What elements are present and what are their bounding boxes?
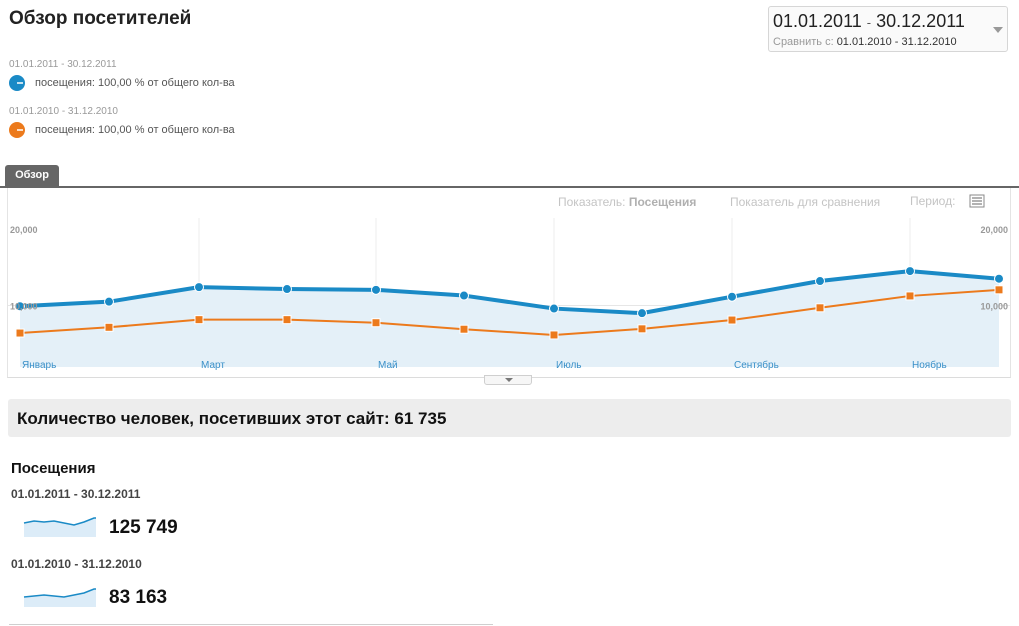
chart-point-s2-1 — [15, 328, 25, 338]
chart-x-tick: Май — [378, 360, 398, 371]
chart-series-line-1 — [19, 269, 1000, 316]
chart-point-s2-8 — [637, 324, 647, 334]
metric-title: Посещения — [11, 460, 96, 477]
chart-point-s2-5 — [371, 318, 381, 328]
compare-range-value: 01.01.2010 - 31.12.2010 — [836, 36, 957, 48]
sparkline-2011[interactable] — [22, 513, 98, 537]
chart-x-tick: Сентябрь — [734, 359, 779, 371]
chart-x-tick: Январь — [22, 360, 56, 371]
tab-overview[interactable]: Обзор — [5, 165, 59, 186]
chart-point-s2-3 — [194, 315, 204, 325]
chart-y-tick-left: 10,000 — [10, 302, 38, 312]
date-range-main: 01.01.2011 - 30.12.2011 — [773, 11, 965, 32]
metric-row-1-range: 01.01.2011 - 30.12.2011 — [11, 487, 141, 501]
chart-area-2011 — [20, 271, 999, 367]
segment-2-range: 01.01.2010 - 31.12.2010 — [9, 106, 118, 117]
segment-2-label: посещения: 100,00 % от общего кол-ва — [35, 124, 235, 136]
chart-point-s1-3 — [194, 282, 204, 293]
chart-point-s1-1 — [15, 301, 25, 312]
tab-divider — [0, 186, 1019, 188]
metric-selector[interactable]: Показатель: Посещения — [558, 195, 696, 209]
chart-x-tick: Июль — [556, 360, 582, 371]
summary-bar: Количество человек, посетивших этот сайт… — [8, 399, 1011, 437]
metric-selector-label: Показатель: — [558, 195, 626, 209]
chart-y-tick-right: 20,000 — [980, 225, 1008, 235]
compare-metric-selector[interactable]: Показатель для сравнения — [730, 195, 881, 209]
page-title: Обзор посетителей — [9, 8, 192, 29]
chart-point-s1-7 — [549, 303, 559, 314]
metric-selector-value: Посещения — [628, 195, 697, 209]
period-label: Период: — [910, 194, 956, 208]
chart-point-s2-12 — [994, 285, 1004, 295]
chart-point-s2-4 — [282, 315, 292, 325]
chart-point-s1-10 — [815, 276, 825, 287]
compare-range: Сравнить с: 01.01.2010 - 31.12.2010 — [773, 36, 957, 48]
visits-line-chart[interactable]: 20,000 10,000 20,000 10,000 Январь Март Май Июл… — [0, 188, 1019, 378]
chart-series-line-2 — [19, 288, 1000, 336]
summary-text: Количество человек, посетивших этот сайт… — [17, 409, 447, 428]
date-range-end: 30.12.2011 — [876, 11, 965, 31]
chevron-down-icon[interactable] — [993, 27, 1003, 33]
segment-1-range: 01.01.2011 - 30.12.2011 — [9, 59, 117, 70]
date-range-picker[interactable]: 01.01.2011 - 30.12.2011 Сравнить с: 01.0… — [768, 6, 1008, 52]
date-range-start: 01.01.2011 — [773, 11, 862, 31]
segment-2-icon[interactable] — [8, 121, 26, 139]
chevron-down-icon — [505, 378, 513, 382]
chart-y-tick-left: 20,000 — [10, 225, 38, 235]
compare-label: Сравнить с: — [773, 36, 834, 48]
chart-point-s2-9 — [727, 315, 737, 325]
chart-point-s2-6 — [459, 324, 469, 334]
chart-point-s1-2 — [104, 296, 114, 307]
metric-row-1-value: 125 749 — [109, 517, 178, 538]
chart-point-s2-11 — [905, 291, 915, 301]
chart-collapse-button[interactable] — [484, 375, 532, 385]
chart-point-s2-7 — [549, 330, 559, 340]
metric-row-2-range: 01.01.2010 - 31.12.2010 — [11, 557, 142, 571]
chart-point-s1-5 — [371, 284, 381, 295]
chart-y-tick-right: 10,000 — [980, 302, 1008, 312]
chart-point-s1-4 — [282, 284, 292, 295]
chart-x-tick: Ноябрь — [912, 359, 947, 371]
date-range-separator: - — [866, 15, 872, 30]
chart-point-s1-11 — [905, 266, 915, 277]
chart-point-s1-6 — [459, 290, 469, 301]
divider — [9, 624, 493, 625]
segment-1-icon[interactable] — [8, 74, 26, 92]
chart-point-s1-8 — [637, 308, 647, 319]
metric-row-2-value: 83 163 — [109, 587, 168, 608]
chart-point-s2-2 — [104, 322, 114, 332]
chart-point-s2-10 — [815, 303, 825, 313]
sparkline-2010[interactable] — [22, 583, 98, 607]
period-menu-icon[interactable] — [969, 194, 985, 208]
chart-point-s1-9 — [727, 291, 737, 302]
segment-1-label: посещения: 100,00 % от общего кол-ва — [35, 77, 235, 89]
chart-x-tick: Март — [201, 360, 225, 371]
chart-point-s1-12 — [994, 273, 1004, 284]
